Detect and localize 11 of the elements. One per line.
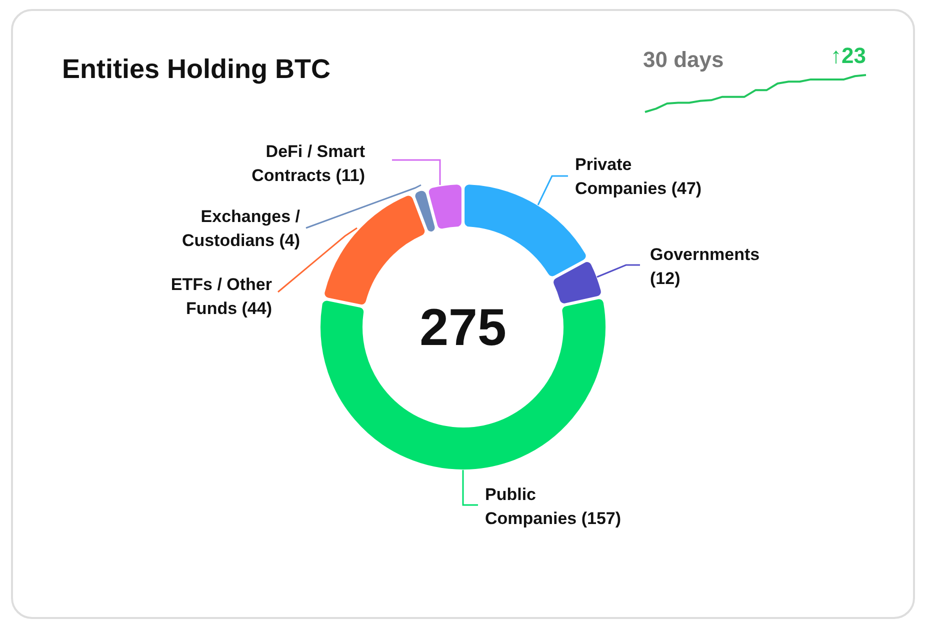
data-label: (12) (650, 269, 680, 288)
slice-label: Exchanges / Custodians (4) (182, 207, 300, 250)
chart-title: Entities Holding BTC (62, 54, 330, 84)
legend-label: DeFi / Smart Contracts (11) (252, 142, 366, 185)
slice-label: ETFs / Other Funds (44) (170, 275, 272, 318)
slice-label: Private Companies (47) (575, 155, 702, 198)
slice-label: Governments (650, 245, 760, 264)
text: ↑23 (830, 43, 866, 68)
chart-title: 30 days (643, 47, 724, 72)
slice-label: Public Companies (157) (485, 485, 622, 528)
text: 275 (420, 299, 506, 357)
